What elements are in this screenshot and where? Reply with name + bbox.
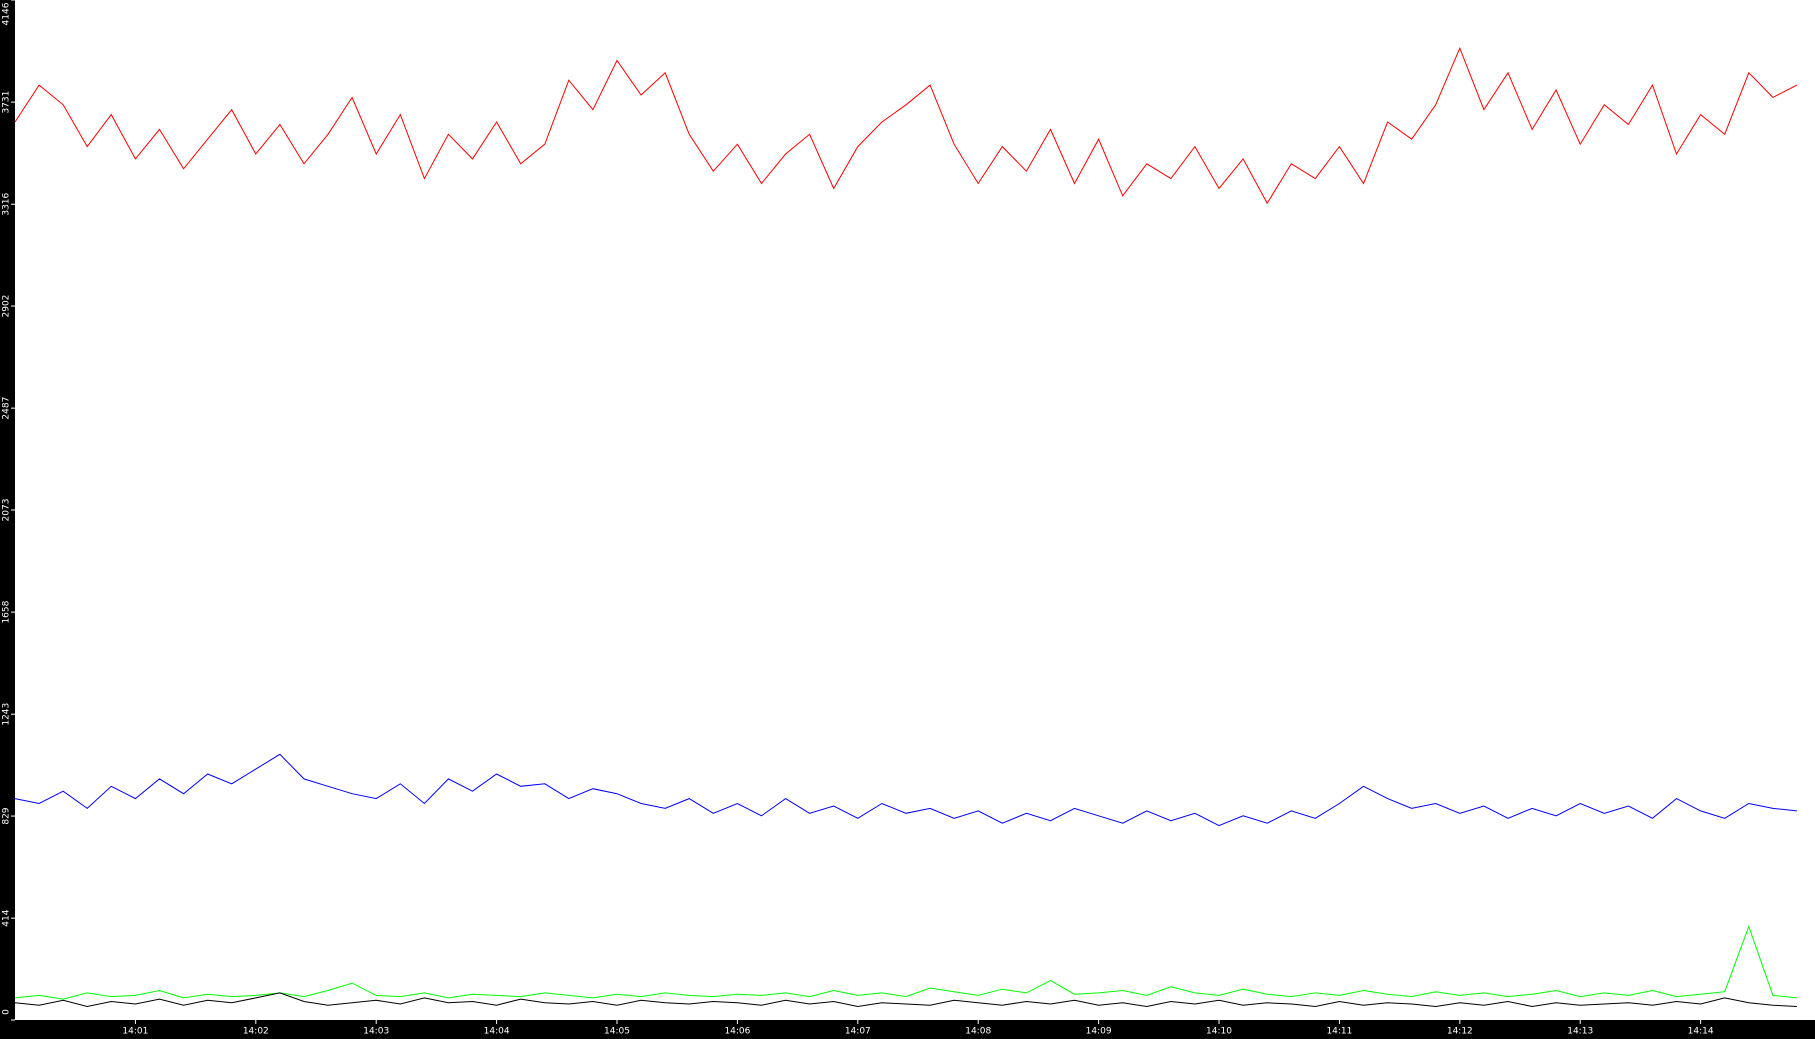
x-tick-label: 14:06 (724, 1027, 750, 1037)
series-line (14, 46, 1798, 205)
x-tick-label: 14:07 (845, 1027, 871, 1037)
y-tick-label: 1243 (2, 703, 12, 726)
y-tick-label: 829 (2, 807, 12, 824)
x-tick-label: 14:04 (484, 1027, 510, 1037)
series-line (14, 753, 1797, 827)
x-tick-label: 14:11 (1326, 1027, 1352, 1037)
x-tick-label: 14:01 (122, 1027, 148, 1037)
y-tick-label: 4146 (2, 2, 12, 25)
y-tick-label: 2487 (2, 397, 12, 420)
x-tick-label: 14:09 (1086, 1027, 1112, 1037)
x-tick-label: 14:08 (965, 1027, 991, 1037)
x-tick-label: 14:14 (1688, 1027, 1714, 1037)
x-tick-label: 14:03 (363, 1027, 389, 1037)
x-tick-label: 14:05 (604, 1027, 630, 1037)
x-axis-band (0, 1020, 1815, 1039)
x-tick-label: 14:12 (1447, 1027, 1473, 1037)
y-tick-label: 3731 (2, 91, 12, 114)
y-tick-label: 2902 (2, 295, 12, 318)
y-tick-label: 0 (2, 1009, 12, 1015)
y-tick-label: 1658 (2, 600, 12, 623)
x-tick-label: 14:02 (243, 1027, 269, 1037)
y-tick-label: 3316 (2, 192, 12, 215)
x-tick-label: 14:10 (1206, 1027, 1232, 1037)
y-tick-label: 414 (2, 909, 12, 926)
y-tick-label: 2073 (2, 499, 12, 522)
y-axis-band (0, 0, 15, 1039)
x-tick-label: 14:13 (1567, 1027, 1593, 1037)
series-line (14, 992, 1797, 1008)
series-line (14, 925, 1797, 1000)
